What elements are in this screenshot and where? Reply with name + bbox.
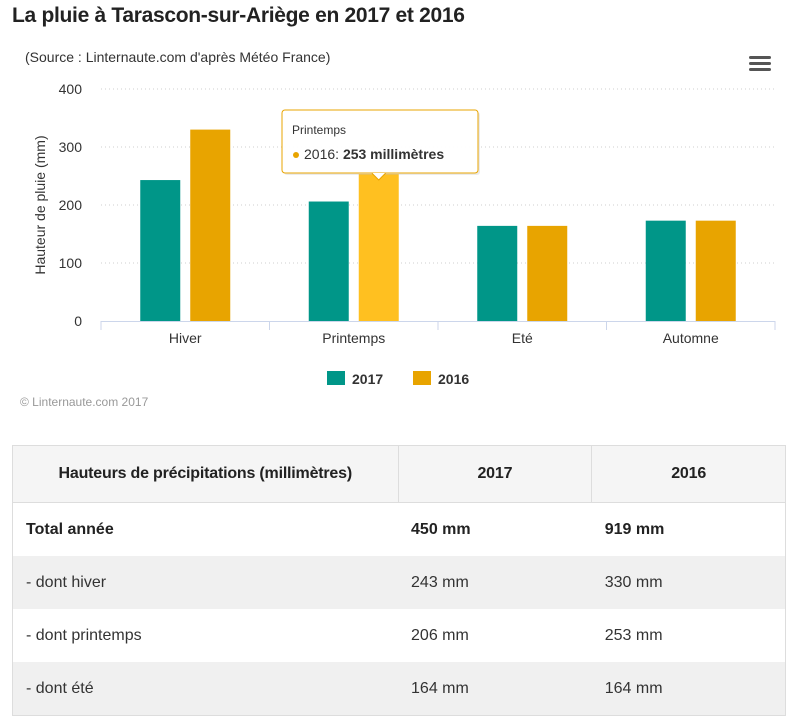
table-cell: Total année bbox=[26, 520, 114, 538]
tooltip-value: 2016: 253 millimètres bbox=[304, 146, 444, 162]
bar-chart: 0 100 200 300 400 Hiver Printemps Eté Automne Hau… bbox=[32, 81, 776, 387]
legend-swatch bbox=[413, 371, 431, 385]
bar-2017-automne bbox=[645, 220, 686, 321]
table-header: Hauteurs de précipitations (millimètres) bbox=[12, 445, 399, 503]
bar-2016-printemps bbox=[358, 174, 399, 321]
bar-2016-automne bbox=[695, 220, 736, 321]
legend-swatch bbox=[327, 371, 345, 385]
tooltip-series-name: 2016: bbox=[304, 146, 343, 162]
y-tick-label: 100 bbox=[59, 255, 83, 271]
table-cell: - dont été bbox=[12, 662, 399, 716]
table-row: - dont printemps 206 mm 253 mm bbox=[13, 609, 786, 662]
x-tick-label: Automne bbox=[663, 330, 719, 346]
table-cell: 164 mm bbox=[398, 662, 592, 716]
table-cell: 450 mm bbox=[411, 520, 471, 538]
y-tick-label: 300 bbox=[59, 139, 83, 155]
menu-icon[interactable] bbox=[749, 56, 771, 74]
table-header: 2016 bbox=[591, 445, 786, 503]
x-tick-label: Hiver bbox=[169, 330, 202, 346]
bar-2017-printemps bbox=[308, 201, 349, 321]
y-tick-label: 0 bbox=[74, 313, 82, 329]
chart-subtitle: (Source : Linternaute.com d'après Météo … bbox=[25, 49, 331, 65]
y-tick-label: 400 bbox=[59, 81, 83, 97]
table-header-row: Hauteurs de précipitations (millimètres)… bbox=[12, 445, 786, 503]
table-row: - dont hiver 243 mm 330 mm bbox=[12, 556, 786, 609]
bar-2016-hiver bbox=[190, 129, 231, 321]
tooltip-bullet bbox=[293, 152, 299, 158]
tooltip-value-text: 253 millimètres bbox=[343, 146, 444, 162]
table-cell: - dont printemps bbox=[26, 626, 142, 644]
table-cell: 253 mm bbox=[604, 626, 663, 644]
x-tick-label: Eté bbox=[512, 330, 533, 346]
table-cell: 164 mm bbox=[591, 662, 786, 716]
table-header: 2017 bbox=[398, 445, 593, 503]
legend-label: 2016 bbox=[438, 371, 469, 387]
legend-label: 2017 bbox=[352, 371, 383, 387]
y-tick-label: 200 bbox=[59, 197, 83, 213]
bar-2017-eté bbox=[477, 225, 518, 321]
chart-credits: © Linternaute.com 2017 bbox=[20, 395, 149, 409]
rainfall-table: Hauteurs de précipitations (millimètres)… bbox=[12, 445, 786, 716]
page-title: La pluie à Tarascon-sur-Ariège en 2017 e… bbox=[12, 4, 465, 27]
bar-2017-hiver bbox=[140, 180, 181, 321]
table-cell: 919 mm bbox=[604, 520, 665, 538]
tooltip-category: Printemps bbox=[292, 123, 346, 137]
bar-2016-eté bbox=[527, 225, 568, 321]
table-row: Total année 450 mm 919 mm bbox=[13, 503, 786, 557]
table-cell: - dont hiver bbox=[12, 556, 399, 609]
tooltip-pointer bbox=[371, 172, 387, 181]
table-row: - dont été 164 mm 164 mm bbox=[12, 662, 786, 716]
table-cell: 206 mm bbox=[411, 626, 469, 644]
tooltip-box bbox=[281, 109, 479, 174]
y-axis-label: Hauteur de pluie (mm) bbox=[32, 135, 48, 274]
table-cell: 243 mm bbox=[398, 556, 592, 609]
table-cell: 330 mm bbox=[591, 556, 786, 609]
x-tick-label: Printemps bbox=[322, 330, 385, 346]
